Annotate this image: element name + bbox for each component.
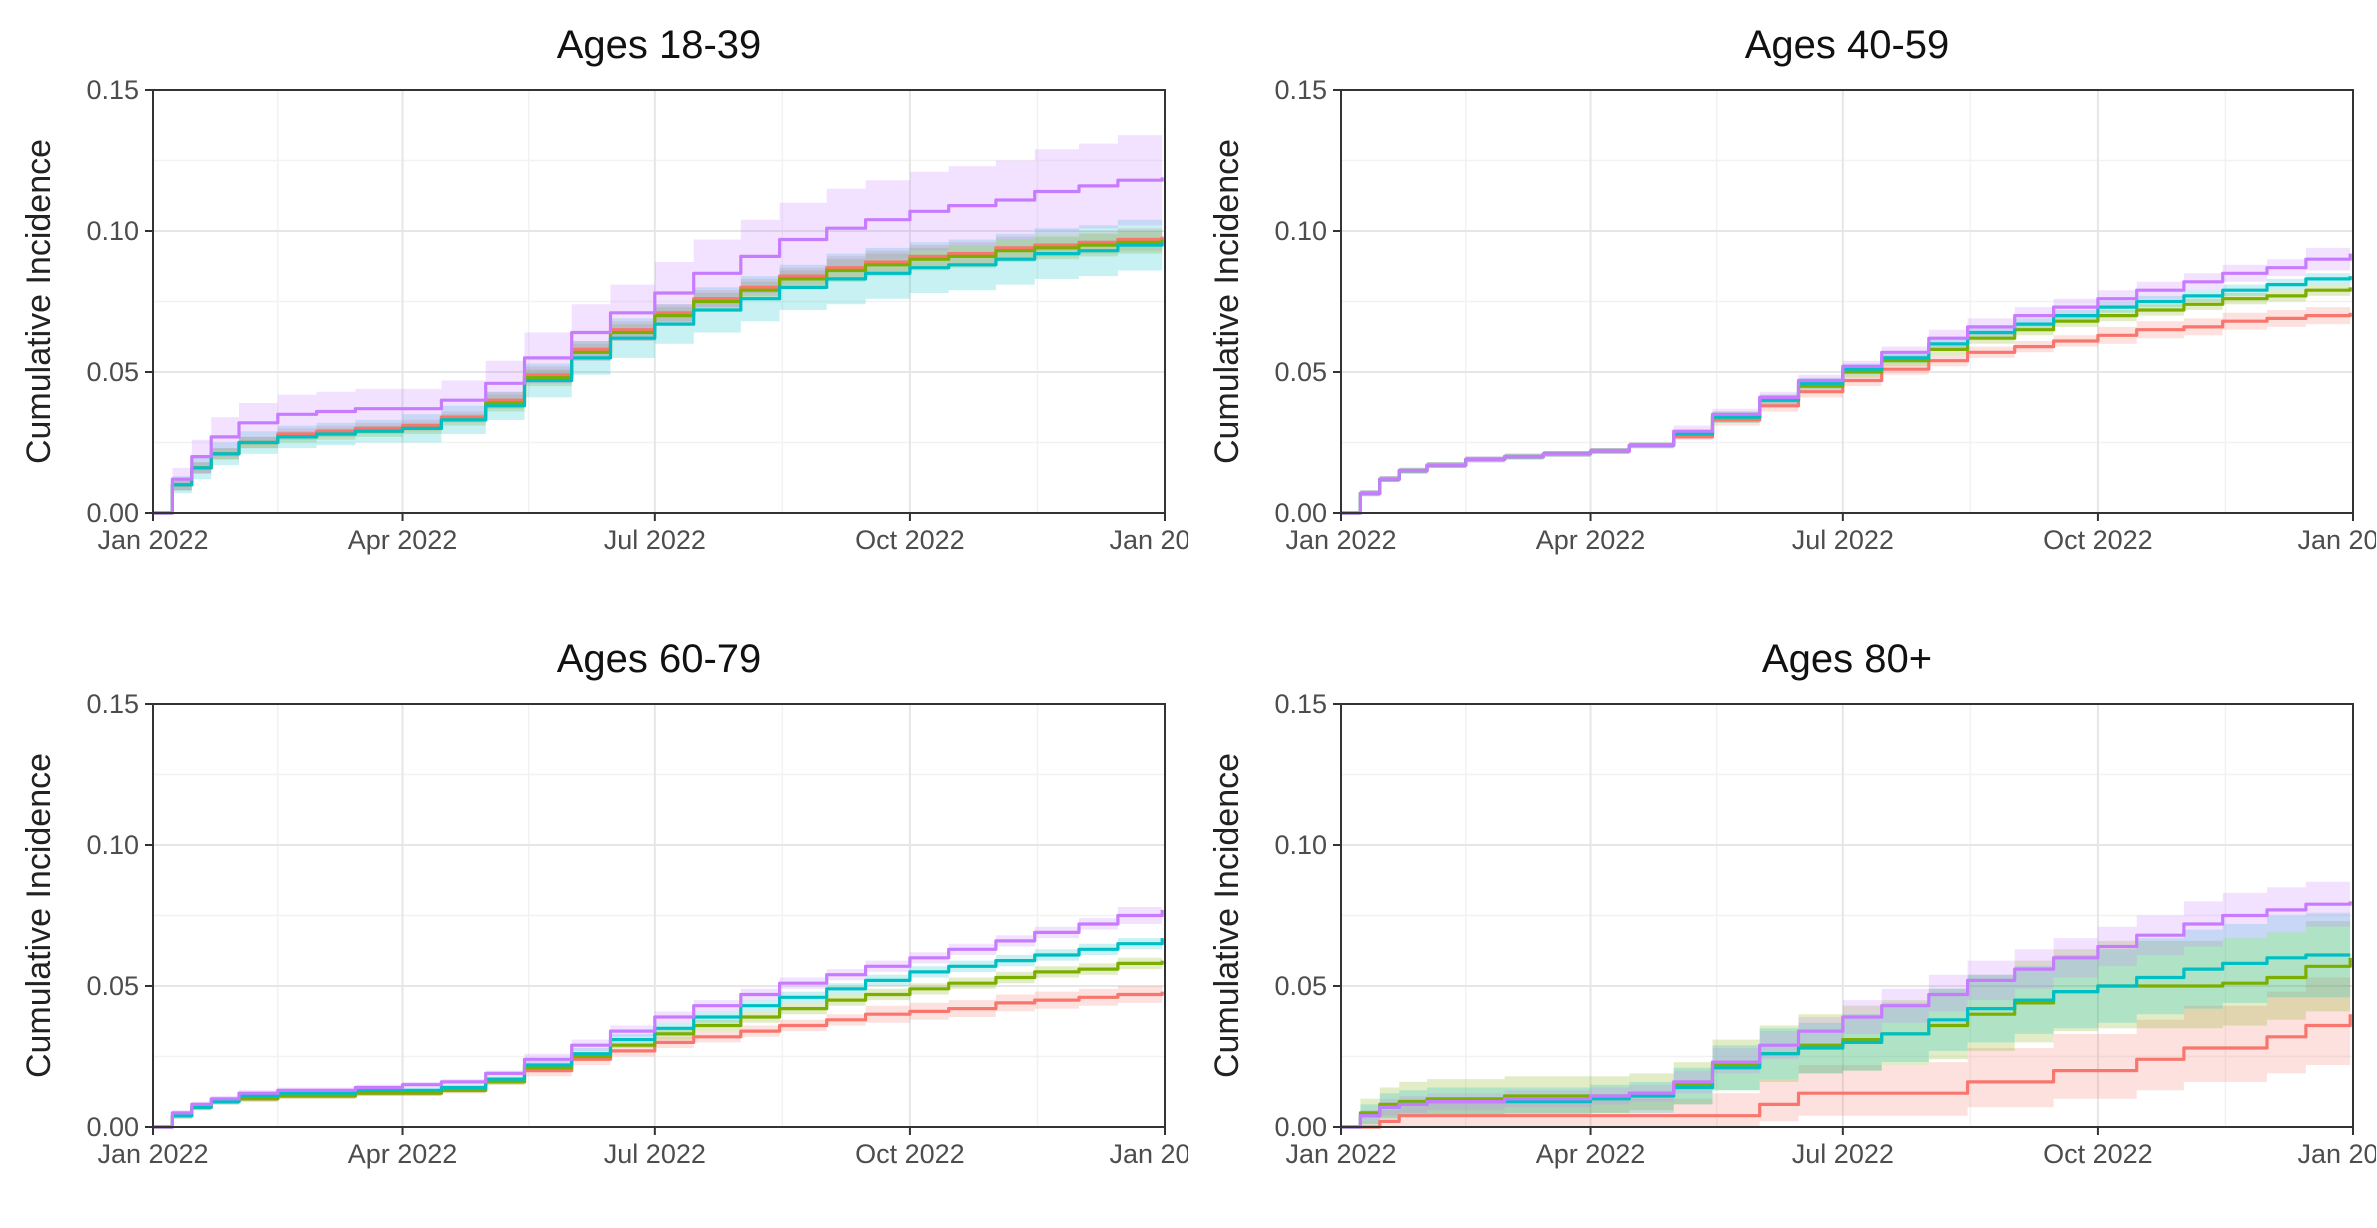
x-tick-label: Oct 2022 — [2043, 525, 2153, 555]
chart-ages-60-79: Jan 2022 Apr 2022 Jul 2022 Oct 2022 Jan 2023… — [20, 637, 1188, 1169]
chart-title: Ages 40-59 — [1745, 23, 1950, 67]
x-tick-label: Apr 2022 — [1536, 525, 1646, 555]
x-tick-label: Apr 2022 — [348, 1139, 458, 1169]
y-tick-label: 0.05 — [1274, 971, 1327, 1001]
x-tick-label: Apr 2022 — [1536, 1139, 1646, 1169]
x-tick-label: Oct 2022 — [855, 1139, 965, 1169]
y-tick-label: 0.00 — [1274, 1112, 1327, 1142]
chart-ages-80-plus: Jan 2022 Apr 2022 Jul 2022 Oct 2022 Jan 2023… — [1208, 637, 2376, 1169]
panel-ages-60-79: Jan 2022 Apr 2022 Jul 2022 Oct 2022 Jan 2023… — [0, 614, 1188, 1228]
plot-frame — [152, 703, 1166, 1128]
x-tick-label: Oct 2022 — [855, 525, 965, 555]
x-tick-label: Jul 2022 — [604, 1139, 706, 1169]
y-tick-label: 0.15 — [1274, 75, 1327, 105]
series-line-green — [1341, 957, 2352, 1129]
ci-band-red — [1341, 966, 2351, 1127]
panel-ages-40-59: Jan 2022 Apr 2022 Jul 2022 Oct 2022 Jan 2023… — [1188, 0, 2376, 614]
x-tick-label: Oct 2022 — [2043, 1139, 2153, 1169]
x-tick-label: Jan 2022 — [1285, 1139, 1396, 1169]
y-tick-label: 0.05 — [86, 971, 139, 1001]
chart-title: Ages 80+ — [1762, 637, 1932, 681]
ci-band-purple — [153, 901, 1163, 1127]
series-lines — [1341, 253, 2352, 515]
grid — [152, 703, 1166, 1128]
y-axis-title: Cumulative Incidence — [20, 753, 58, 1078]
series-line-teal — [153, 938, 1164, 1129]
ci-band-green — [153, 228, 1163, 513]
series-line-teal — [153, 242, 1164, 515]
chart-title: Ages 18-39 — [557, 23, 762, 67]
plot-frame — [1340, 89, 2354, 514]
y-tick-label: 0.10 — [1274, 216, 1327, 246]
ci-bands — [153, 129, 1163, 513]
x-tick-label: Jul 2022 — [1792, 525, 1894, 555]
ci-band-green — [153, 955, 1163, 1127]
ci-band-purple — [1341, 876, 2351, 1127]
y-tick-label: 0.10 — [86, 830, 139, 860]
y-tick-label: 0.15 — [1274, 689, 1327, 719]
x-tick-label: Jan 2023 — [1109, 1139, 1188, 1169]
axes: Jan 2022 Apr 2022 Jul 2022 Oct 2022 Jan 2023… — [86, 689, 1188, 1169]
y-tick-label: 0.05 — [86, 357, 139, 387]
y-axis-title: Cumulative Incidence — [20, 139, 58, 464]
series-line-purple — [1341, 253, 2352, 515]
y-tick-label: 0.05 — [1274, 357, 1327, 387]
series-line-green — [153, 960, 1164, 1129]
ci-band-red — [153, 983, 1163, 1127]
axes: Jan 2022 Apr 2022 Jul 2022 Oct 2022 Jan 2023… — [86, 75, 1188, 555]
series-lines — [153, 909, 1164, 1129]
x-tick-label: Jan 2022 — [97, 1139, 208, 1169]
axes: Jan 2022 Apr 2022 Jul 2022 Oct 2022 Jan 2023… — [1274, 689, 2376, 1169]
series-line-red — [1341, 1014, 2352, 1129]
y-tick-label: 0.15 — [86, 75, 139, 105]
series-line-red — [1341, 312, 2352, 515]
series-lines — [1341, 901, 2352, 1129]
y-axis-title: Cumulative Incidence — [1208, 753, 1246, 1078]
y-axis-title: Cumulative Incidence — [1208, 139, 1246, 464]
panel-ages-80-plus: Jan 2022 Apr 2022 Jul 2022 Oct 2022 Jan 2023… — [1188, 614, 2376, 1228]
ci-band-red — [1341, 304, 2351, 513]
x-tick-label: Apr 2022 — [348, 525, 458, 555]
chart-title: Ages 60-79 — [557, 637, 762, 681]
x-tick-label: Jan 2022 — [1285, 525, 1396, 555]
plot-frame — [1340, 703, 2354, 1128]
y-tick-label: 0.15 — [86, 689, 139, 719]
y-tick-label: 0.10 — [86, 216, 139, 246]
x-tick-label: Jan 2023 — [2297, 1139, 2376, 1169]
series-lines — [153, 177, 1164, 515]
series-line-teal — [1341, 276, 2352, 515]
series-line-purple — [1341, 901, 2352, 1129]
ci-band-teal — [153, 216, 1163, 513]
chart-ages-18-39: Jan 2022 Apr 2022 Jul 2022 Oct 2022 Jan 2023… — [20, 23, 1188, 555]
plot-frame — [152, 89, 1166, 514]
x-tick-label: Jul 2022 — [1792, 1139, 1894, 1169]
y-tick-label: 0.00 — [1274, 498, 1327, 528]
series-line-purple — [153, 909, 1164, 1129]
y-tick-label: 0.10 — [1274, 830, 1327, 860]
y-tick-label: 0.00 — [86, 498, 139, 528]
panel-ages-18-39: Jan 2022 Apr 2022 Jul 2022 Oct 2022 Jan 2023… — [0, 0, 1188, 614]
ci-band-purple — [153, 129, 1163, 513]
y-tick-label: 0.00 — [86, 1112, 139, 1142]
series-line-purple — [153, 177, 1164, 515]
ci-band-green — [1341, 281, 2351, 513]
x-tick-label: Jan 2023 — [1109, 525, 1188, 555]
axes: Jan 2022 Apr 2022 Jul 2022 Oct 2022 Jan 2023… — [1274, 75, 2376, 555]
ci-bands — [1341, 876, 2351, 1127]
x-tick-label: Jan 2022 — [97, 525, 208, 555]
x-tick-label: Jan 2023 — [2297, 525, 2376, 555]
x-tick-label: Jul 2022 — [604, 525, 706, 555]
chart-ages-40-59: Jan 2022 Apr 2022 Jul 2022 Oct 2022 Jan 2023… — [1208, 23, 2376, 555]
